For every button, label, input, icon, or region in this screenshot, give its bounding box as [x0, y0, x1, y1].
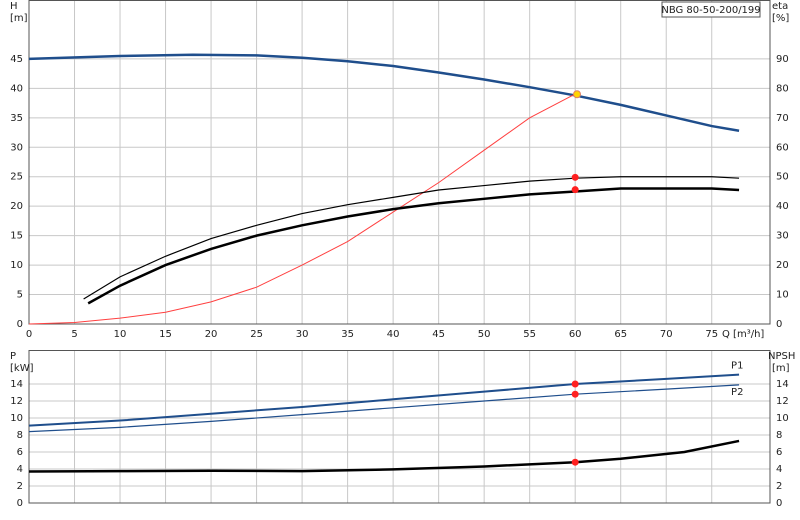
y2-axis-label: NPSH	[768, 351, 795, 362]
y2-tick-label: 12	[776, 396, 789, 407]
y2-axis-unit: [%]	[772, 13, 789, 24]
y2-tick-label: 30	[776, 231, 789, 242]
plot-frame	[28, 350, 771, 504]
y-tick-label: 35	[10, 113, 23, 124]
y2-tick-label: 10	[776, 290, 789, 301]
series-label: P1	[731, 361, 743, 372]
x-tick-label: 60	[569, 329, 582, 340]
plot-frame	[28, 0, 771, 325]
y-axis-unit: [m]	[10, 13, 28, 24]
x-tick-label: 45	[432, 329, 445, 340]
y-tick-label: 45	[10, 54, 23, 65]
y-axis-label: H	[10, 1, 18, 12]
y2-axis-label: eta	[772, 1, 788, 12]
y2-tick-label: 90	[776, 54, 789, 65]
y2-tick-label: 0	[776, 498, 782, 509]
series-label: P2	[731, 387, 743, 398]
marker	[571, 458, 579, 466]
curve	[28, 53, 740, 133]
y-axis-label: P	[10, 351, 16, 362]
y-tick-label: 15	[10, 231, 23, 242]
x-tick-label: 10	[114, 329, 127, 340]
y-tick-label: 2	[17, 481, 23, 492]
y2-tick-label: 70	[776, 113, 789, 124]
curve	[28, 373, 740, 427]
x-tick-label: 35	[341, 329, 354, 340]
y-tick-label: 0	[17, 498, 23, 509]
curve	[28, 92, 578, 325]
y2-tick-label: 6	[776, 447, 782, 458]
x-tick-label: 55	[523, 329, 536, 340]
x-tick-label: 50	[478, 329, 491, 340]
y-tick-label: 10	[10, 413, 23, 424]
x-tick-label: 15	[159, 329, 172, 340]
marker	[573, 90, 582, 99]
curve	[28, 439, 740, 473]
curve	[83, 176, 740, 300]
y2-axis-unit: [m]	[772, 363, 790, 374]
x-tick-label: 75	[705, 329, 718, 340]
marker	[571, 186, 579, 194]
x-tick-label: 0	[26, 329, 32, 340]
curve	[87, 187, 740, 305]
y-tick-label: 0	[17, 319, 23, 330]
y2-tick-label: 2	[776, 481, 782, 492]
curve	[28, 384, 740, 433]
title-box	[661, 1, 761, 18]
x-tick-label: 25	[250, 329, 263, 340]
x-tick-label: 5	[71, 329, 77, 340]
y-tick-label: 8	[17, 430, 23, 441]
x-tick-label: 70	[660, 329, 673, 340]
y2-tick-label: 40	[776, 201, 789, 212]
y2-tick-label: 0	[776, 319, 782, 330]
y-tick-label: 10	[10, 260, 23, 271]
y2-tick-label: 80	[776, 83, 789, 94]
y2-tick-label: 14	[776, 379, 789, 390]
y-tick-label: 20	[10, 201, 23, 212]
y2-tick-label: 60	[776, 142, 789, 153]
y-tick-label: 12	[10, 396, 23, 407]
y-tick-label: 40	[10, 83, 23, 94]
y2-tick-label: 8	[776, 430, 782, 441]
y-tick-label: 14	[10, 379, 23, 390]
y2-tick-label: 20	[776, 260, 789, 271]
x-tick-label: 20	[205, 329, 218, 340]
y-tick-label: 5	[17, 290, 23, 301]
y2-tick-label: 10	[776, 413, 789, 424]
marker	[571, 380, 579, 388]
x-axis-label: Q [m³/h]	[722, 329, 764, 340]
y-tick-label: 4	[17, 464, 23, 475]
y-tick-label: 30	[10, 142, 23, 153]
chart-title: NBG 80-50-200/199	[661, 5, 760, 16]
x-tick-label: 40	[387, 329, 400, 340]
y-tick-label: 25	[10, 172, 23, 183]
y-tick-label: 6	[17, 447, 23, 458]
y-axis-unit: [kW]	[10, 363, 34, 374]
marker	[571, 173, 579, 181]
x-tick-label: 65	[614, 329, 627, 340]
y2-tick-label: 50	[776, 172, 789, 183]
marker	[571, 390, 579, 398]
x-tick-label: 30	[296, 329, 309, 340]
y2-tick-label: 4	[776, 464, 782, 475]
